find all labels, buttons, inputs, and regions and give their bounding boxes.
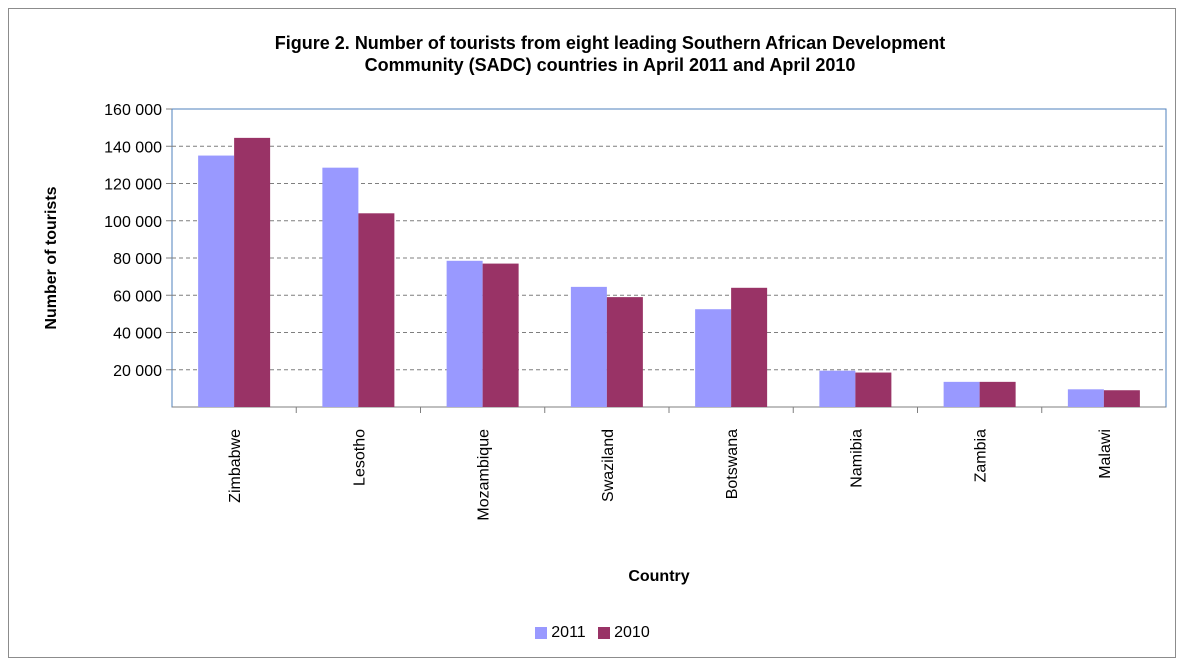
y-axis-title: Number of tourists (43, 186, 60, 329)
legend-item-2011: 2011 (535, 624, 586, 642)
bar-2011-botswana (695, 309, 732, 407)
y-tick-label: 80 000 (113, 251, 162, 268)
chart-title-line-2: Community (SADC) countries in April 2011… (364, 55, 856, 75)
x-tick-label: Namibia (848, 429, 865, 488)
x-tick-label: Swaziland (600, 429, 617, 502)
chart-title: Figure 2. Number of tourists from eight … (60, 32, 1160, 76)
x-tick-label: Zambia (973, 429, 990, 482)
x-axis-title: Country (628, 568, 689, 585)
bar-2010-namibia (855, 372, 892, 407)
bar-2011-malawi (1067, 389, 1104, 407)
y-tick-label: 140 000 (104, 139, 162, 156)
bar-2010-zimbabwe (234, 137, 271, 407)
legend: 2011 2010 (0, 624, 1185, 644)
x-tick-label: Botswana (724, 429, 741, 499)
y-tick-label: 120 000 (104, 177, 162, 194)
bar-2010-lesotho (358, 213, 395, 407)
bar-2011-namibia (819, 370, 856, 407)
legend-swatch-2010 (598, 627, 611, 639)
bar-2010-mozambique (482, 263, 519, 407)
bar-2011-zambia (943, 381, 980, 407)
legend-label-2010: 2010 (614, 624, 650, 641)
y-tick-label: 60 000 (113, 288, 162, 305)
bar-2011-mozambique (446, 260, 483, 407)
bar-2011-lesotho (322, 167, 359, 407)
chart-title-line-1: Figure 2. Number of tourists from eight … (274, 33, 946, 53)
bar-2010-malawi (1103, 390, 1140, 407)
x-tick-label: Mozambique (476, 429, 493, 521)
x-tick-label: Lesotho (351, 429, 368, 486)
y-tick-label: 20 000 (113, 363, 162, 380)
x-tick-label: Zimbabwe (227, 429, 244, 503)
x-tick-label: Malawi (1097, 429, 1114, 479)
y-tick-label: 40 000 (113, 326, 162, 343)
bar-2011-zimbabwe (198, 155, 235, 407)
legend-label-2011: 2011 (551, 624, 586, 641)
bar-2010-zambia (979, 381, 1016, 407)
legend-item-2010: 2010 (598, 624, 650, 642)
bar-2011-swaziland (570, 286, 607, 407)
y-tick-label: 160 000 (104, 102, 162, 119)
legend-swatch-2011 (535, 627, 548, 639)
bar-2010-botswana (731, 287, 768, 407)
y-tick-label: 100 000 (104, 214, 162, 231)
bar-2010-swaziland (606, 297, 643, 407)
